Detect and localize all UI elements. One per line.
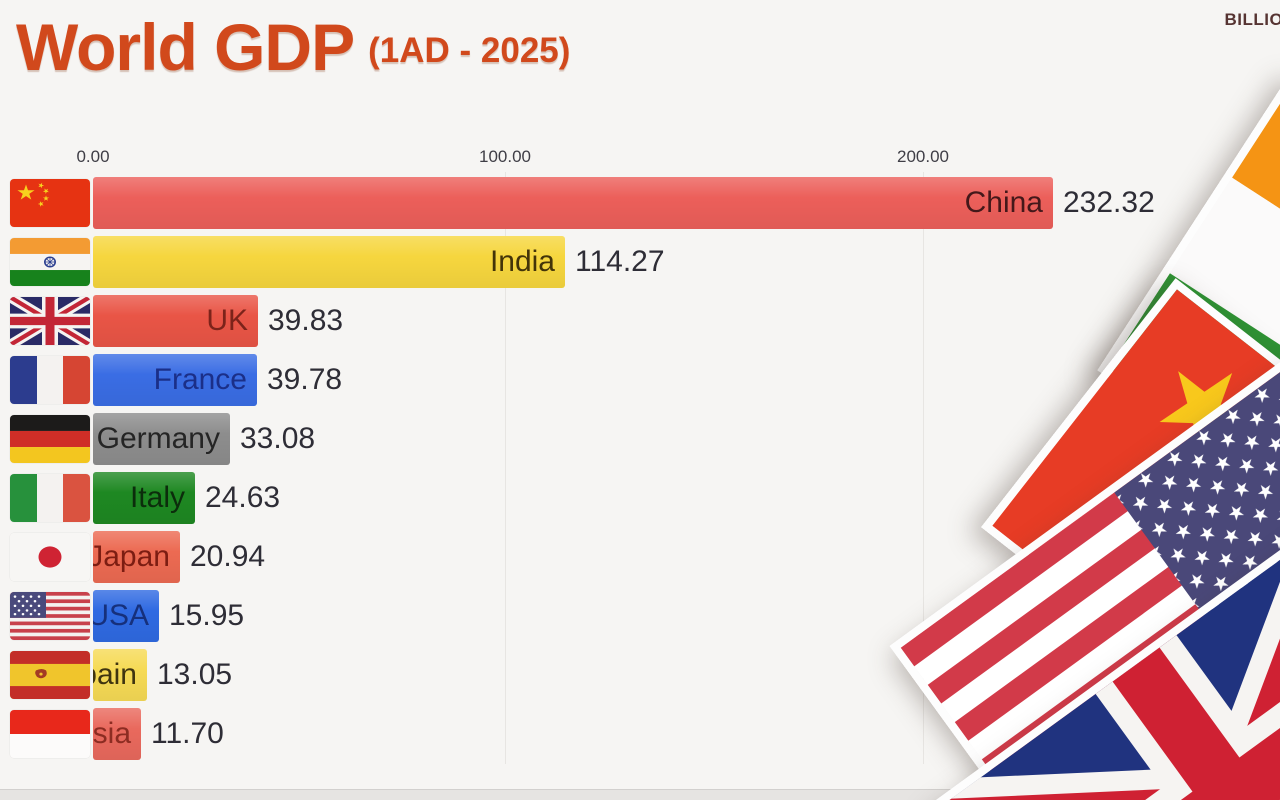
title-subtitle: (1AD - 2025) (368, 31, 571, 70)
bottom-edge-strip (0, 789, 1280, 800)
gdp-bar: UK (93, 295, 258, 347)
gdp-value: 33.08 (240, 422, 316, 455)
country-label: Germany (96, 422, 220, 455)
row-es: Spain 13.05 (0, 649, 1280, 701)
country-label: Italy (129, 481, 185, 514)
gdp-value: 39.78 (267, 363, 343, 396)
chart-header: World GDP(1AD - 2025) BILLION (0, 0, 1280, 140)
country-flag-icon (10, 415, 90, 463)
gridline-100 (505, 172, 506, 764)
country-flag-icon (10, 592, 90, 640)
country-flag-icon (10, 179, 90, 227)
row-fr: France 39.78 (0, 354, 1280, 406)
country-label: Indonesia (93, 717, 131, 750)
country-flag-icon (10, 238, 90, 286)
page-title: World GDP (1AD - 2025) (16, 14, 570, 80)
row-in: India 114.27 (0, 236, 1280, 288)
gdp-bar: India (93, 236, 565, 288)
country-label: USA (93, 599, 149, 632)
row-cn: China 232.32 (0, 177, 1280, 229)
gdp-bar: USA (93, 590, 159, 642)
row-jp: Japan 20.94 (0, 531, 1280, 583)
gdp-value: 11.70 (151, 717, 224, 750)
gdp-bar: Italy (93, 472, 195, 524)
gdp-value: 114.27 (575, 245, 665, 278)
gdp-bar: Germany (93, 413, 230, 465)
axis-tick-200: 200.00 (897, 147, 949, 166)
country-label: UK (206, 304, 248, 337)
country-label: Japan (93, 540, 170, 573)
gdp-value: 13.05 (157, 658, 233, 691)
gdp-value: 20.94 (190, 540, 266, 573)
row-it: Italy 24.63 (0, 472, 1280, 524)
country-flag-icon (10, 533, 90, 581)
gdp-bar: Indonesia (93, 708, 141, 760)
gdp-bar: France (93, 354, 257, 406)
gdp-value: 15.95 (169, 599, 245, 632)
country-label: France (153, 363, 247, 396)
gdp-bar: Spain (93, 649, 147, 701)
gdp-bar: China (93, 177, 1053, 229)
gdp-value: 24.63 (205, 481, 281, 514)
country-flag-icon (10, 297, 90, 345)
country-flag-icon (10, 710, 90, 758)
row-us: USA 15.95 (0, 590, 1280, 642)
country-flag-icon (10, 356, 90, 404)
country-flag-icon (10, 651, 90, 699)
row-gb: UK 39.83 (0, 295, 1280, 347)
row-de: Germany 33.08 (0, 413, 1280, 465)
axis-tick-0: 0.00 (76, 147, 110, 166)
gdp-value: 39.83 (268, 304, 344, 337)
unit-label: BILLION (1224, 10, 1280, 29)
country-flag-icon (10, 474, 90, 522)
country-label: Spain (93, 658, 137, 691)
country-label: India (489, 245, 555, 278)
bar-chart: China 232.32 India 114.27 UK 39.83 Franc… (0, 177, 1280, 777)
axis-tick-100: 100.00 (479, 147, 531, 166)
gdp-value: 232.32 (1063, 186, 1155, 219)
row-id: Indonesia 11.70 (0, 708, 1280, 760)
gdp-bar: Japan (93, 531, 180, 583)
title-main: World GDP (16, 10, 355, 84)
country-label: China (964, 186, 1043, 219)
